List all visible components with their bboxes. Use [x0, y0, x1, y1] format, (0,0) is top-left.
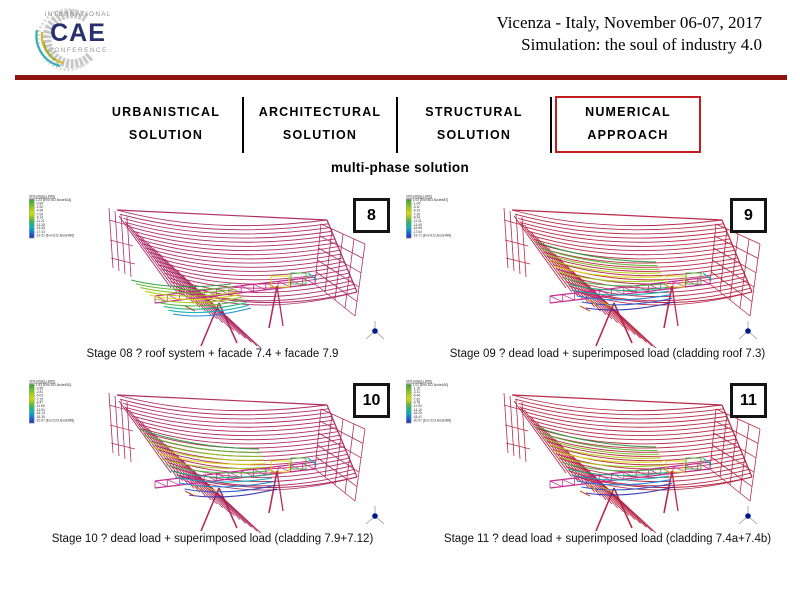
legend-title: Vert-Disp(Z) [mm]	[406, 195, 433, 199]
logo-main-text: CAE	[50, 19, 106, 47]
deformation-legend: Vert-Disp(Z) [mm] 1.04 [Env:503,Node687]…	[406, 195, 488, 274]
deformation-legend: Vert-Disp(Z) [mm] 1.63 [Env:102,Node630]…	[29, 380, 111, 459]
fem-structure-stage-10	[108, 392, 366, 533]
axis-triad-icon	[365, 506, 385, 525]
legend-title: Vert-Disp(Z) [mm]	[406, 380, 433, 384]
stage-caption: Stage 08 ? roof system + facade 7.4 + fa…	[86, 348, 339, 360]
stage-number-badge: 8	[353, 198, 390, 233]
header-divider-rule	[15, 75, 787, 80]
section-title: multi-phase solution	[330, 160, 469, 175]
legend-values: 1.04 [Env:503,Node687] -1.04 -3.11 -5.19 -7.…	[412, 198, 452, 238]
cae-conference-logo: INTERNATIONAL CAE CONFERENCE	[26, 4, 120, 72]
stage-number-badge: 9	[730, 198, 767, 233]
tab-urbanistical-solution[interactable]: URBANISTICAL SOLUTION	[111, 105, 221, 142]
tab-structural-solution[interactable]: STRUCTURAL SOLUTION	[425, 105, 523, 142]
legend-title: Vert-Disp(Z) [mm]	[29, 380, 56, 384]
fem-structure-stage-8	[108, 207, 366, 348]
solution-nav: URBANISTICAL SOLUTION ARCHITECTURAL SOLU…	[90, 96, 712, 153]
fem-structure-stage-9	[503, 207, 761, 348]
fem-panel-stage-9: Vert-Disp(Z) [mm] 1.04 [Env:503,Node687]…	[406, 190, 795, 364]
logo-top-text: INTERNATIONAL	[44, 11, 111, 18]
legend-values: 1.63 [Env:102,Node630] -0.59 -2.81 -5.03 -7.…	[35, 383, 75, 423]
fem-structure-stage-11	[503, 392, 761, 533]
stage-caption: Stage 11 ? dead load + superimposed load…	[443, 533, 772, 545]
event-location-date: Vicenza - Italy, November 06-07, 2017	[496, 13, 762, 32]
axis-triad-icon	[365, 321, 385, 340]
legend-title: Vert-Disp(Z) [mm]	[29, 195, 56, 199]
event-tagline: Simulation: the soul of industry 4.0	[521, 35, 762, 54]
legend-values: 1.23 [Env:102,Node634] -0.84 -2.92 -4.99 -7.…	[35, 198, 75, 238]
tab-architectural-solution[interactable]: ARCHITECTURAL SOLUTION	[258, 105, 382, 142]
nav-divider	[550, 97, 552, 153]
axis-triad-icon	[738, 321, 758, 340]
legend-colorbar	[29, 383, 35, 424]
fem-panel-stage-10: Vert-Disp(Z) [mm] 1.63 [Env:102,Node630]…	[25, 375, 400, 549]
stage-number-badge: 10	[353, 383, 390, 418]
logo-graphic: INTERNATIONAL CAE CONFERENCE	[35, 8, 111, 72]
legend-colorbar	[29, 198, 35, 239]
tab-numerical-approach[interactable]: NUMERICAL APPROACH	[555, 96, 701, 153]
stage-caption: Stage 10 ? dead load + superimposed load…	[51, 533, 374, 545]
event-info: Vicenza - Italy, November 06-07, 2017 Si…	[496, 12, 762, 56]
fem-panel-stage-11: Vert-Disp(Z) [mm] 1.01 [Env:102,Node630]…	[406, 375, 795, 549]
legend-colorbar	[406, 198, 412, 239]
deformation-legend: Vert-Disp(Z) [mm] 1.01 [Env:102,Node630]…	[406, 380, 488, 459]
deformation-legend: Vert-Disp(Z) [mm] 1.23 [Env:102,Node634]…	[29, 195, 111, 274]
stage-number-badge: 11	[730, 383, 767, 418]
legend-colorbar	[406, 383, 412, 424]
logo-bottom-text: CONFERENCE	[48, 47, 108, 54]
stage-caption: Stage 09 ? dead load + superimposed load…	[449, 348, 766, 360]
fem-panel-stage-8: Vert-Disp(Z) [mm] 1.23 [Env:102,Node634]…	[25, 190, 400, 364]
axis-triad-icon	[738, 506, 758, 525]
nav-divider	[396, 97, 398, 153]
legend-values: 1.01 [Env:102,Node630] -1.15 -3.31 -5.46 -7.…	[412, 383, 452, 423]
nav-divider	[242, 97, 244, 153]
